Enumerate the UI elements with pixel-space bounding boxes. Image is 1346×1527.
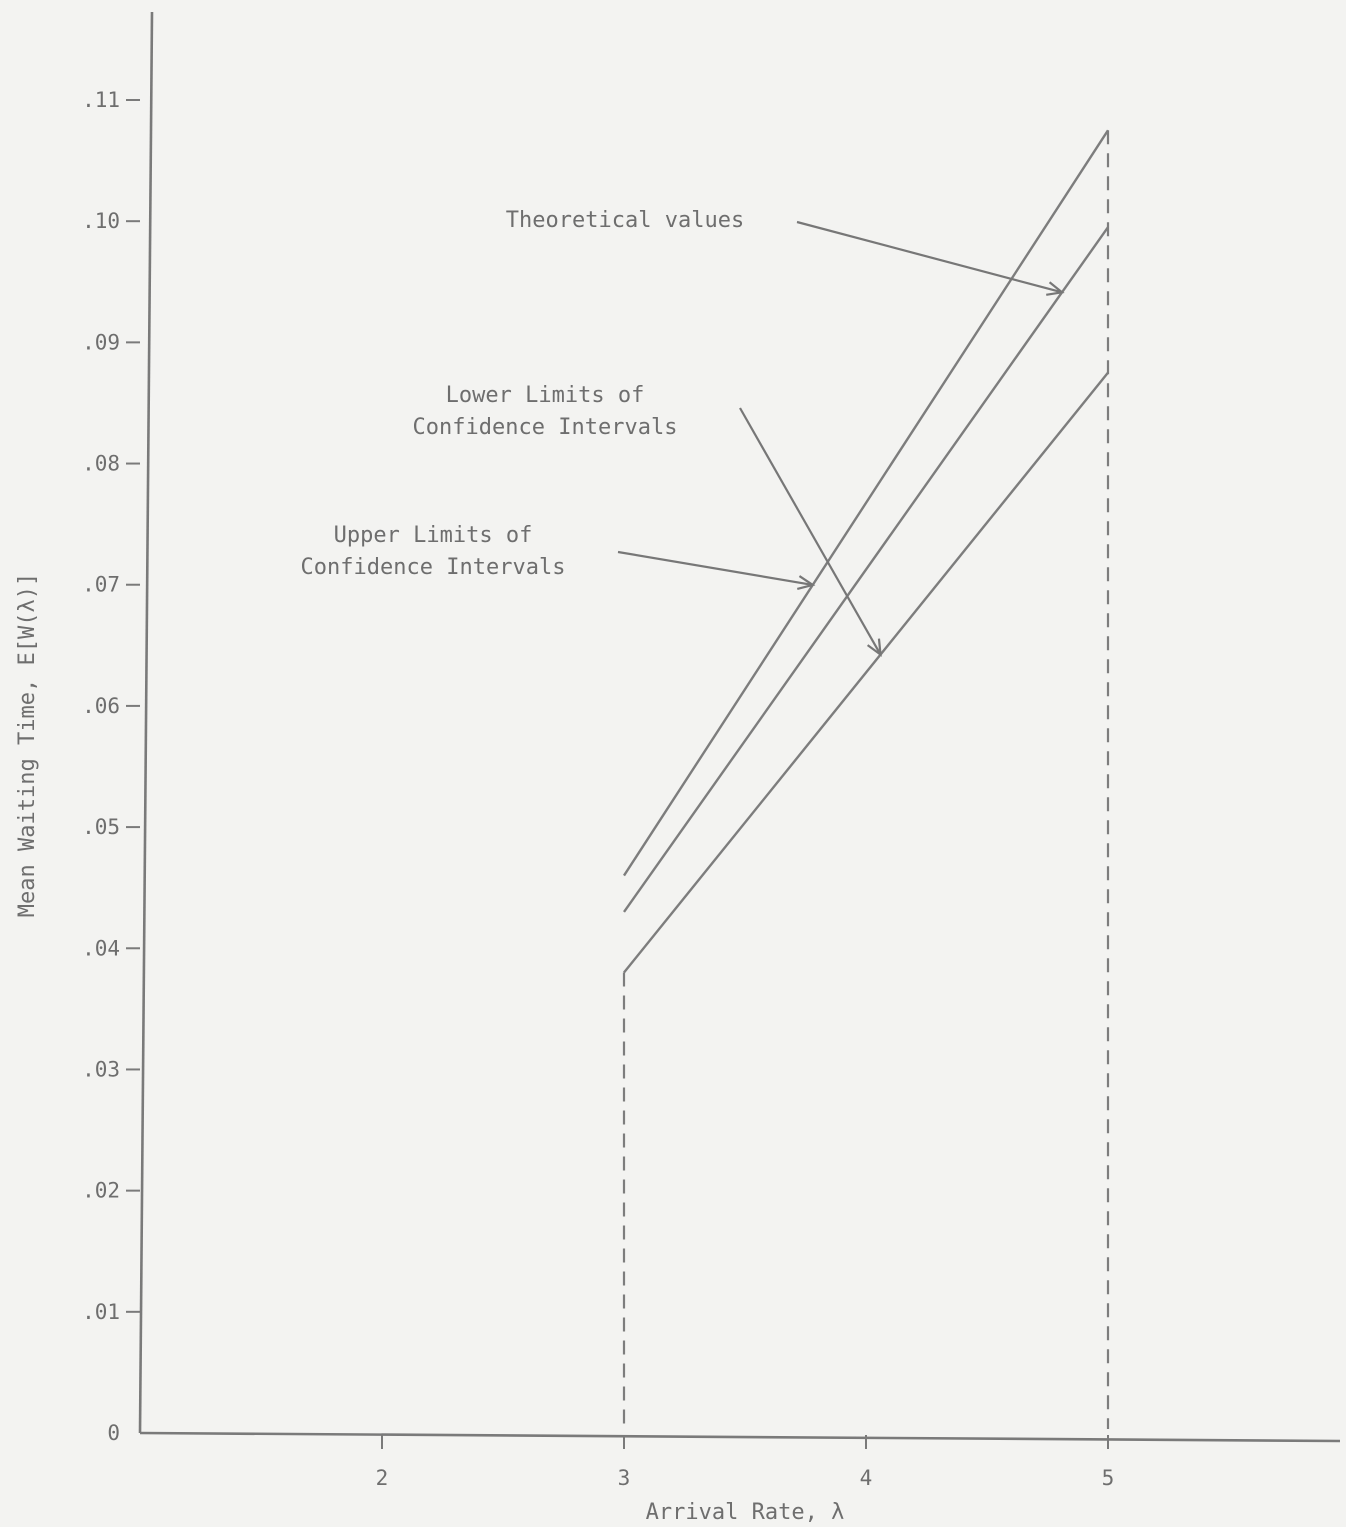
y-tick-label: .01 — [82, 1300, 120, 1324]
arrow-head-icon — [1046, 281, 1065, 296]
annotation-arrow — [796, 220, 1063, 294]
x-tick-label: 3 — [618, 1466, 631, 1490]
y-tick-label: .11 — [82, 88, 120, 112]
arrow-head-icon — [796, 575, 816, 590]
y-tick-label: .03 — [82, 1057, 120, 1081]
y-tick-label: .09 — [82, 330, 120, 354]
series-lines — [622, 129, 1110, 974]
x-tick-label: 5 — [1102, 1466, 1115, 1490]
series-line-0 — [622, 129, 1110, 877]
annotations: Theoretical values Lower Limits of Confide… — [301, 208, 1065, 657]
annotation-arrow — [739, 407, 882, 656]
series-line-2 — [623, 371, 1109, 974]
y-tick-label: .10 — [82, 209, 120, 233]
reference-lines — [622, 130, 1110, 1429]
y-axis-title: Mean Waiting Time, E[W(λ)] — [15, 573, 40, 917]
y-tick-label: .07 — [82, 573, 120, 597]
x-axis-title: Arrival Rate, λ — [646, 1500, 845, 1525]
x-tick-label: 2 — [376, 1466, 389, 1490]
annotation-label: Lower Limits of — [446, 383, 645, 408]
arrow-head-icon — [866, 638, 882, 657]
x-axis-line — [139, 1431, 1341, 1443]
annotation-label: Upper Limits of — [334, 523, 533, 548]
annotation-arrow — [617, 550, 813, 586]
y-axis-line — [138, 11, 154, 1434]
y-tick-label: .08 — [82, 452, 120, 476]
annotation-label: Confidence Intervals — [301, 555, 566, 580]
axis-labels: Arrival Rate, λ Mean Waiting Time, E[W(λ)… — [15, 573, 844, 1525]
y-tick-label: .06 — [82, 694, 120, 718]
x-tick-label: 4 — [860, 1466, 873, 1490]
annotation-label: Theoretical values — [506, 208, 744, 233]
y-tick-label: .02 — [82, 1179, 120, 1203]
axes: 0 .01 .02 .03 .04 .05 .06 .07 .08 .09 .10 .11 2 3 4 5 — [82, 11, 1341, 1490]
y-tick-label: .05 — [82, 815, 120, 839]
series-line-1 — [623, 226, 1109, 913]
y-tick-label: .04 — [82, 936, 120, 960]
y-tick-label: 0 — [107, 1421, 120, 1445]
annotation-label: Confidence Intervals — [413, 415, 678, 440]
